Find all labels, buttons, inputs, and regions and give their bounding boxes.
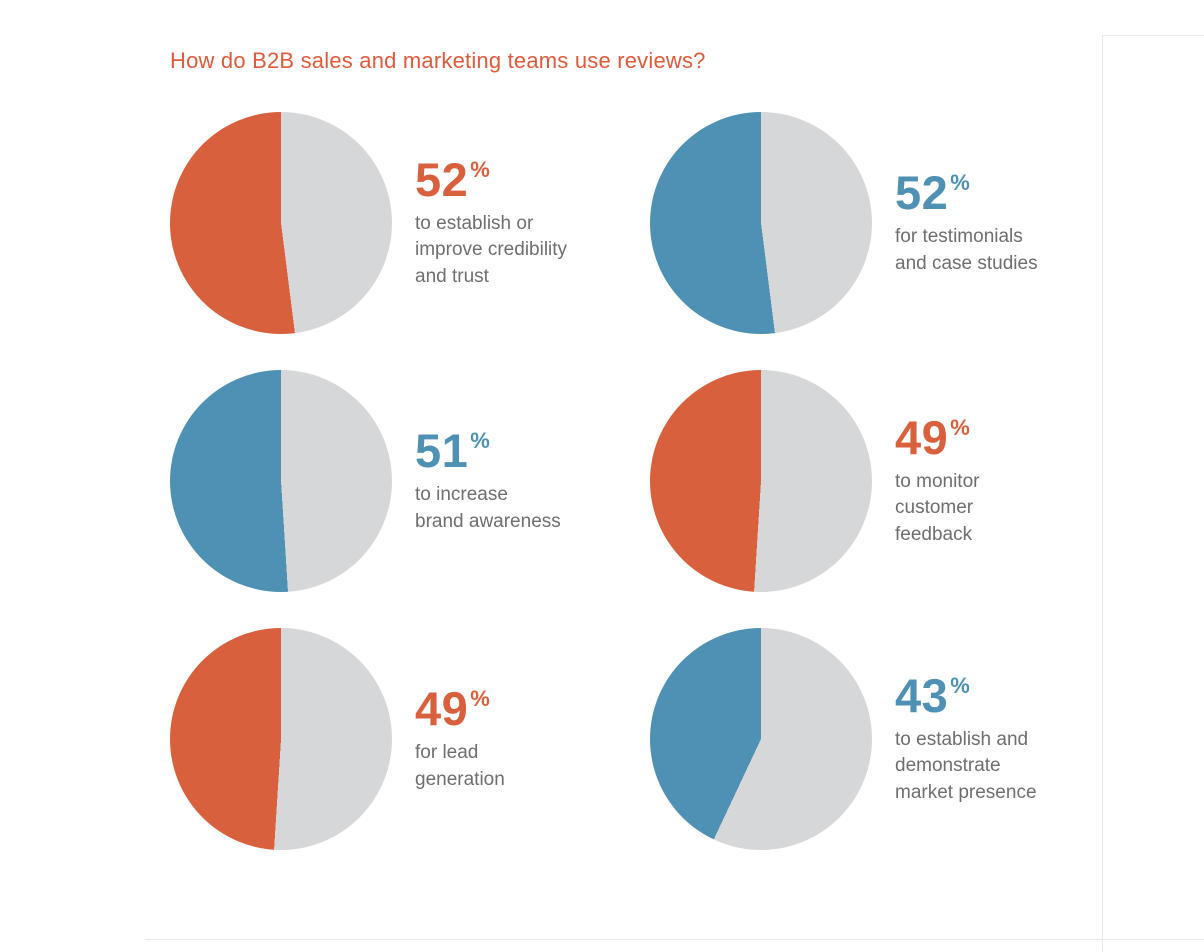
- percent-sign: %: [470, 686, 490, 712]
- percent-value: 52%: [415, 156, 627, 203]
- pie-chart-item: 51% to increase brand awareness: [170, 370, 650, 592]
- pie-chart: [170, 112, 392, 334]
- pie-chart: [170, 370, 392, 592]
- pie-label: to establish or improve credibility and …: [415, 213, 568, 287]
- percent-number: 52: [895, 166, 949, 220]
- pie-info: 49% for lead generation: [415, 685, 627, 792]
- page-edge-line-bottom: [145, 939, 1204, 940]
- percent-sign: %: [470, 428, 490, 454]
- percent-sign: %: [950, 170, 970, 196]
- pie-label: to establish and demonstrate market pres…: [895, 729, 1037, 803]
- percent-sign: %: [470, 157, 490, 183]
- percent-sign: %: [950, 673, 970, 699]
- pie-info: 51% to increase brand awareness: [415, 427, 627, 534]
- page-edge-line-top: [1102, 35, 1204, 36]
- pie-grid: 52% to establish or improve credibility …: [170, 112, 1130, 850]
- pie-label: for testimonials and case studies: [895, 226, 1038, 274]
- pie-chart: [650, 370, 872, 592]
- percent-value: 49%: [895, 414, 1107, 461]
- percent-value: 52%: [895, 169, 1107, 216]
- pie-chart-item: 52% to establish or improve credibility …: [170, 112, 650, 334]
- pie-chart-item: 43% to establish and demonstrate market …: [650, 628, 1130, 850]
- pie-info: 52% to establish or improve credibility …: [415, 156, 627, 290]
- pie-chart-item: 49% for lead generation: [170, 628, 650, 850]
- percent-number: 49: [415, 682, 469, 736]
- page-edge-line-right: [1102, 36, 1103, 952]
- pie-chart-item: 52% for testimonials and case studies: [650, 112, 1130, 334]
- pie-info: 52% for testimonials and case studies: [895, 169, 1107, 276]
- pie-chart-item: 49% to monitor customer feedback: [650, 370, 1130, 592]
- percent-value: 43%: [895, 672, 1107, 719]
- chart-title: How do B2B sales and marketing teams use…: [170, 48, 706, 73]
- pie-chart: [650, 112, 872, 334]
- pie-info: 49% to monitor customer feedback: [895, 414, 1107, 548]
- pie-label: to monitor customer feedback: [895, 471, 980, 545]
- pie-info: 43% to establish and demonstrate market …: [895, 672, 1107, 806]
- pie-chart: [170, 628, 392, 850]
- percent-value: 51%: [415, 427, 627, 474]
- percent-sign: %: [950, 415, 970, 441]
- percent-number: 43: [895, 669, 949, 723]
- pie-chart: [650, 628, 872, 850]
- percent-number: 52: [415, 153, 469, 207]
- chart-area: How do B2B sales and marketing teams use…: [170, 48, 1130, 850]
- pie-label: to increase brand awareness: [415, 484, 561, 532]
- percent-number: 49: [895, 411, 949, 465]
- percent-number: 51: [415, 424, 469, 478]
- pie-label: for lead generation: [415, 742, 505, 790]
- percent-value: 49%: [415, 685, 627, 732]
